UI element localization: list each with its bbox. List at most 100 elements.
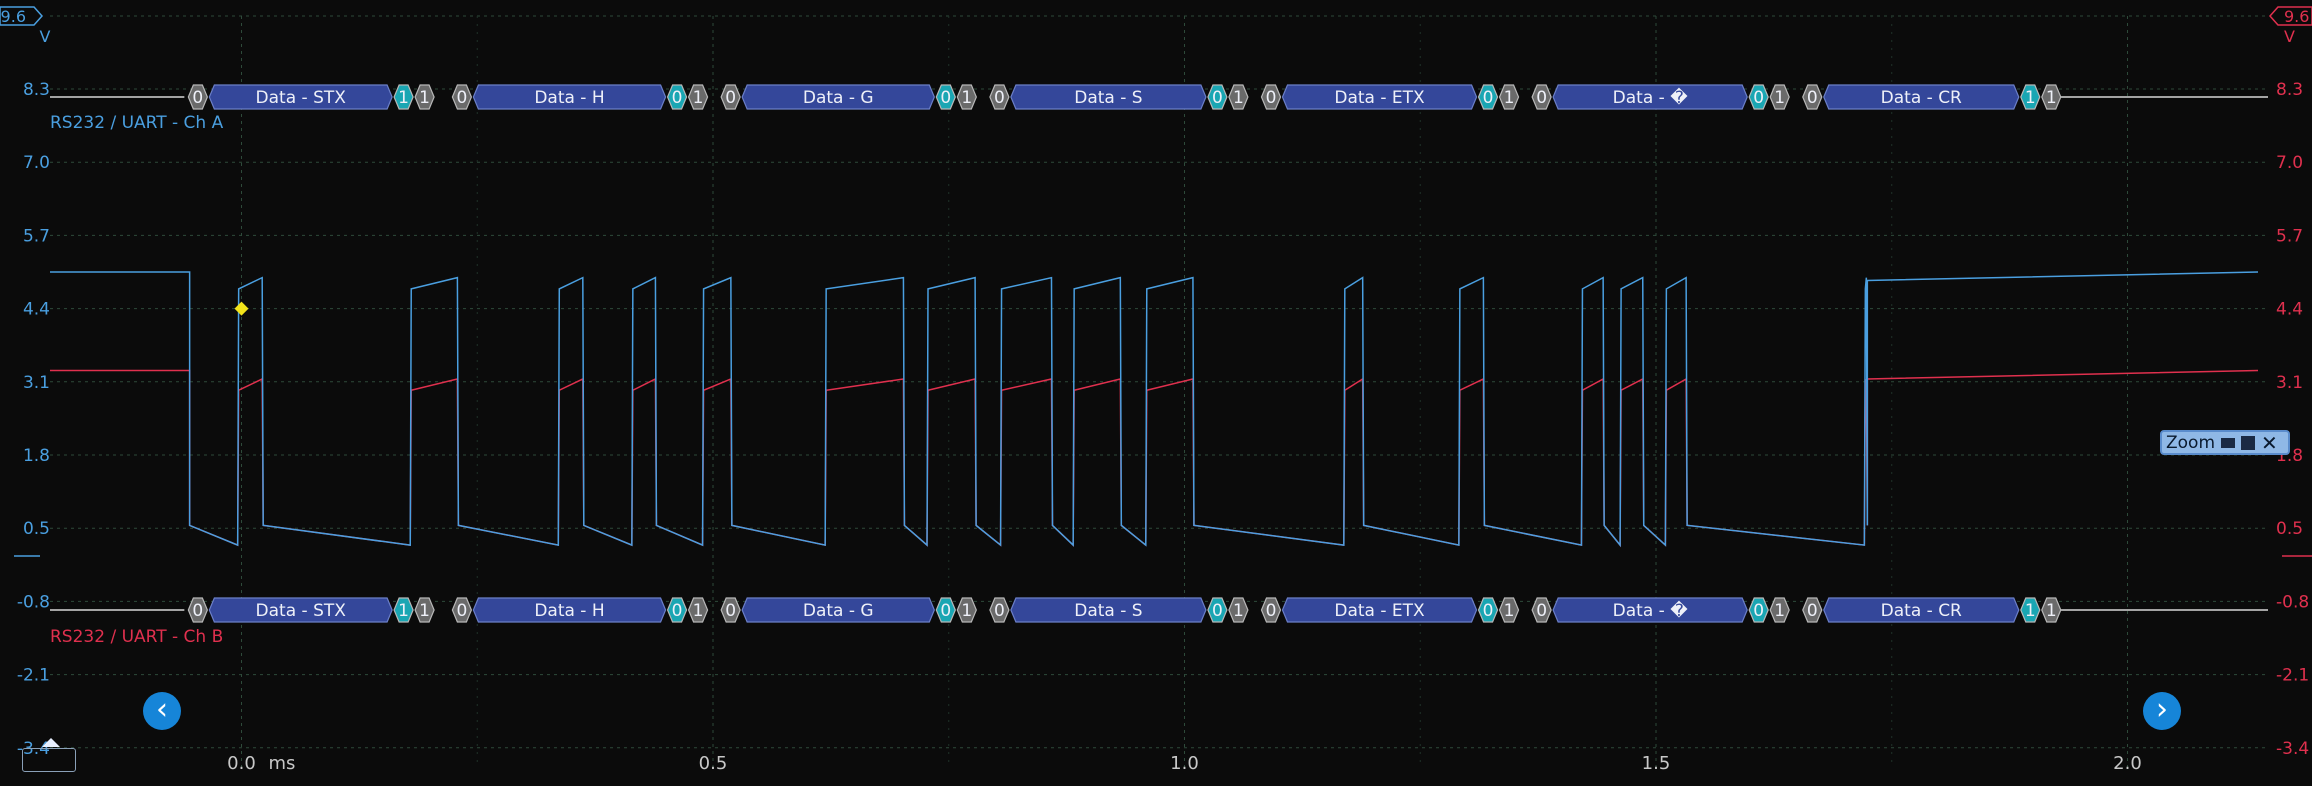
decoder-label-channel-b: RS232 / UART - Ch B [50, 627, 223, 647]
right-axis-top-indicator[interactable]: 9.6 V [2268, 6, 2312, 46]
bus-bit-segment[interactable] [1228, 84, 1249, 110]
trigger-marker[interactable] [234, 301, 249, 316]
bus-bit-segment[interactable] [956, 597, 977, 623]
bus-bit-segment[interactable] [2020, 84, 2041, 110]
bus-bit-segment[interactable] [2041, 597, 2062, 623]
bus-bit-label: 0 [1536, 88, 1547, 108]
bus-data-segment[interactable] [1823, 597, 2020, 623]
bus-bit-segment[interactable] [1228, 597, 1249, 623]
bus-bit-label: 0 [192, 601, 203, 621]
bus-data-label: Data - � [1613, 87, 1689, 108]
bus-data-segment[interactable] [1281, 84, 1478, 110]
right-axis-tick-label: 8.3 [2276, 80, 2303, 100]
bus-bit-label: 0 [994, 88, 1005, 108]
bus-bit-label: 0 [1753, 88, 1764, 108]
bus-bit-label: 0 [456, 88, 467, 108]
bus-bit-segment[interactable] [451, 84, 473, 110]
zoom-control[interactable]: Zoom ✕ [2160, 430, 2290, 455]
bus-bit-label: 1 [398, 601, 409, 621]
right-axis-top-value: 9.6 [2284, 7, 2309, 26]
bus-data-segment[interactable] [1552, 84, 1748, 110]
bus-bit-segment[interactable] [414, 84, 435, 110]
bus-bit-segment[interactable] [2020, 597, 2041, 623]
waveform-traces [50, 271, 2259, 548]
bus-bit-segment[interactable] [1802, 84, 1823, 110]
time-axis-tick-label: 0.0 [227, 753, 256, 774]
bus-bit-segment[interactable] [687, 84, 709, 110]
time-axis-tick-label: 1.0 [1170, 753, 1199, 774]
bus-bit-segment[interactable] [1769, 84, 1790, 110]
trigger-marker-diamond[interactable] [234, 301, 249, 316]
bus-bit-segment[interactable] [1498, 597, 1520, 623]
bus-bit-label: 1 [2046, 601, 2057, 621]
bus-bit-segment[interactable] [1260, 84, 1282, 110]
left-axis-top-indicator[interactable]: 9.6 V [0, 6, 51, 46]
bus-bit-segment[interactable] [666, 597, 688, 623]
bus-bit-label: 0 [456, 601, 467, 621]
bus-data-segment[interactable] [1552, 597, 1748, 623]
bus-bit-segment[interactable] [1477, 597, 1499, 623]
bus-bit-segment[interactable] [935, 84, 956, 110]
bus-bit-label: 0 [1212, 88, 1223, 108]
bus-bit-segment[interactable] [1802, 597, 1823, 623]
corner-control-box[interactable] [22, 748, 76, 772]
bus-bit-label: 1 [1504, 601, 1515, 621]
scroll-right-button[interactable]: › [2143, 692, 2181, 730]
left-axis-tick-label: 4.4 [23, 300, 50, 320]
bus-data-segment[interactable] [1010, 597, 1207, 623]
bus-bit-segment[interactable] [989, 597, 1010, 623]
left-axis-tick-label: 1.8 [23, 446, 50, 466]
bus-data-segment[interactable] [208, 84, 393, 110]
bus-bit-segment[interactable] [1207, 597, 1228, 623]
bus-bit-segment[interactable] [1498, 84, 1520, 110]
bus-bit-segment[interactable] [1260, 597, 1282, 623]
bus-data-segment[interactable] [741, 597, 935, 623]
bus-data-segment[interactable] [472, 84, 667, 110]
bus-bit-label: 0 [994, 601, 1005, 621]
bus-bit-segment[interactable] [666, 84, 688, 110]
bus-data-label: Data - ETX [1334, 88, 1425, 108]
bus-bit-segment[interactable] [2041, 84, 2062, 110]
decoder-bus-channel-b[interactable]: 0 Data - STX 1 1 0 Data - H 0 1 0 Data - G 0 1 0 Data… [50, 597, 2268, 623]
bus-bit-segment[interactable] [1531, 597, 1552, 623]
bus-bit-segment[interactable] [720, 597, 741, 623]
bus-data-label: Data - G [803, 601, 874, 621]
scroll-left-button[interactable]: ‹ [143, 692, 181, 730]
bus-bit-segment[interactable] [1207, 84, 1228, 110]
bus-bit-segment[interactable] [1531, 84, 1552, 110]
bus-bit-segment[interactable] [393, 84, 414, 110]
bus-data-segment[interactable] [741, 84, 935, 110]
bus-bit-label: 1 [961, 601, 972, 621]
expand-up-icon[interactable] [42, 738, 60, 747]
bus-data-label: Data - S [1074, 601, 1142, 621]
decoder-bus-channel-a[interactable]: 0 Data - STX 1 1 0 Data - H 0 1 0 Data - G 0 1 0 Data… [50, 84, 2268, 110]
bus-bit-label: 1 [1233, 601, 1244, 621]
bus-bit-segment[interactable] [414, 597, 435, 623]
bus-bit-segment[interactable] [187, 597, 208, 623]
bus-data-segment[interactable] [1281, 597, 1478, 623]
bus-bit-label: 0 [725, 601, 736, 621]
zoom-minimize-icon[interactable] [2221, 437, 2236, 448]
bus-bit-segment[interactable] [1748, 597, 1769, 623]
bus-bit-segment[interactable] [956, 84, 977, 110]
bus-bit-segment[interactable] [1748, 84, 1769, 110]
bus-bit-segment[interactable] [393, 597, 414, 623]
bus-bit-segment[interactable] [720, 84, 741, 110]
zoom-maximize-icon[interactable] [2241, 435, 2256, 450]
bus-data-segment[interactable] [208, 597, 393, 623]
bus-bit-segment[interactable] [451, 597, 473, 623]
bus-bit-segment[interactable] [187, 84, 208, 110]
bus-bit-segment[interactable] [1769, 597, 1790, 623]
zoom-close-icon[interactable]: ✕ [2261, 430, 2278, 455]
bus-bit-segment[interactable] [989, 84, 1010, 110]
bus-bit-segment[interactable] [1477, 84, 1499, 110]
bus-data-segment[interactable] [472, 597, 667, 623]
bus-bit-label: 1 [1774, 88, 1785, 108]
bus-data-segment[interactable] [1010, 84, 1207, 110]
bus-bit-segment[interactable] [687, 597, 709, 623]
bus-bit-segment[interactable] [935, 597, 956, 623]
left-axis-tick-label: 7.0 [23, 153, 50, 173]
bus-data-segment[interactable] [1823, 84, 2020, 110]
bus-data-label: Data - H [534, 601, 604, 621]
channel-b-trace [50, 369, 2259, 548]
